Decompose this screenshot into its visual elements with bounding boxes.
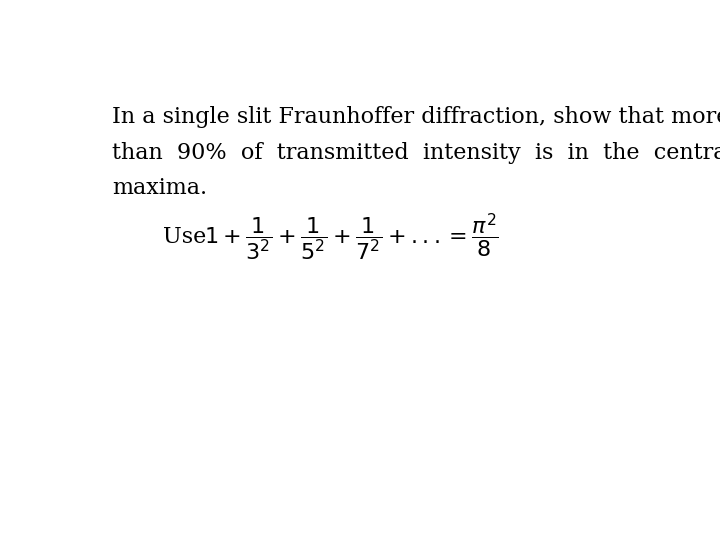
- Text: Use: Use: [163, 226, 206, 248]
- Text: than  90%  of  transmitted  intensity  is  in  the  central: than 90% of transmitted intensity is in …: [112, 141, 720, 164]
- Text: maxima.: maxima.: [112, 177, 207, 199]
- Text: In a single slit Fraunhoffer diffraction, show that more: In a single slit Fraunhoffer diffraction…: [112, 106, 720, 129]
- Text: $1+\dfrac{1}{3^2}+\dfrac{1}{5^2}+\dfrac{1}{7^2}+...=\dfrac{\pi^2}{8}$: $1+\dfrac{1}{3^2}+\dfrac{1}{5^2}+\dfrac{…: [204, 212, 499, 263]
